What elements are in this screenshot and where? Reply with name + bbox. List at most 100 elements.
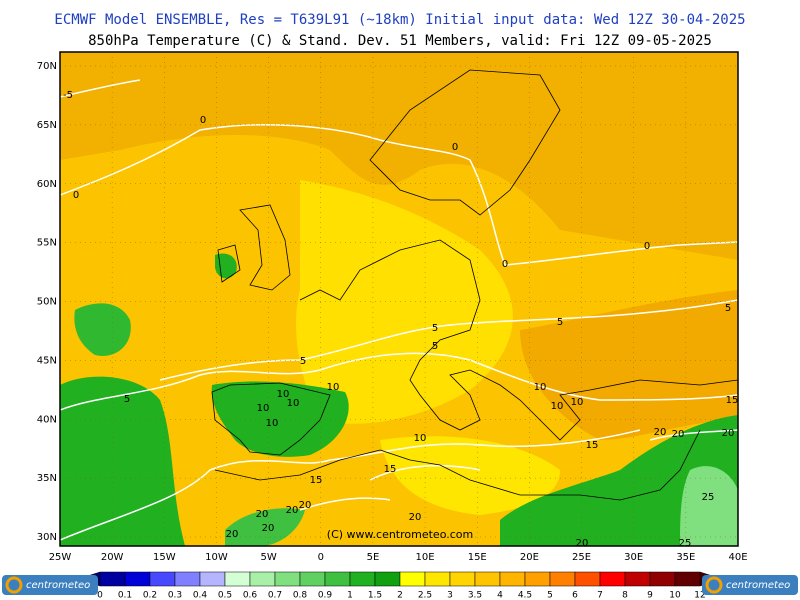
yellow-area	[296, 180, 513, 424]
colorbar-label: 9	[647, 591, 653, 600]
lon-label: 15W	[153, 552, 176, 563]
contour-label: 10	[287, 398, 300, 409]
colorbar: 0 0.1 0.2 0.3 0.4 0.5 0.6 0.7 0.8 0.9 1 1.5 2 2.5 3 3.5…	[77, 571, 723, 600]
header-line1: ECMWF Model ENSEMBLE, Res = T639L91 (~18…	[54, 12, 745, 28]
orange-area	[520, 290, 738, 440]
colorbar-box	[349, 571, 376, 587]
logo-right	[702, 575, 798, 595]
colorbar-label: 5	[547, 591, 553, 600]
lon-label: 25E	[572, 552, 591, 563]
colorbar-label: 6	[572, 591, 578, 600]
contour-line	[159, 299, 738, 381]
contour-label: 5	[557, 317, 563, 328]
lat-label: 55N	[37, 238, 57, 249]
colorbar-box	[124, 571, 151, 587]
contour-label: 10	[414, 433, 427, 444]
lat-label: 30N	[37, 532, 57, 543]
contour-label: 5	[432, 323, 438, 334]
logo-text: centrometeo	[26, 580, 90, 591]
contour-label: 20	[286, 505, 299, 516]
contour-label: 20	[262, 523, 275, 534]
colorbar-box	[99, 571, 126, 587]
coastline	[211, 69, 738, 501]
logo-icon	[5, 576, 23, 594]
colorbar-box	[174, 571, 201, 587]
lon-label: 5E	[367, 552, 380, 563]
contour-line	[60, 429, 641, 541]
contour-label: 0	[644, 241, 650, 252]
colorbar-label: 8	[622, 591, 628, 600]
lat-label: 40N	[37, 414, 57, 425]
light-green-area	[680, 466, 738, 546]
contour-label: 10	[277, 389, 290, 400]
lon-label: 15E	[468, 552, 487, 563]
colorbar-box	[449, 571, 476, 587]
contour-line	[299, 429, 738, 511]
lat-label: 70N	[37, 61, 57, 72]
colorbar-label: 0.8	[293, 591, 308, 600]
contour-label: 15	[726, 395, 739, 406]
contour-line	[60, 124, 738, 266]
colorbar-label: 0.5	[218, 591, 232, 600]
contour-label: 20	[409, 512, 422, 523]
contour-label: -5	[63, 90, 73, 101]
contour-label: 10	[327, 382, 340, 393]
contour-label: 20	[722, 428, 735, 439]
contour-label: 0	[73, 190, 79, 201]
colorbar-label: 0.6	[243, 591, 258, 600]
colorbar-box	[499, 571, 526, 587]
colorbar-label: 10	[669, 591, 681, 600]
contour-label: 10	[551, 401, 564, 412]
lon-label: 10E	[416, 552, 435, 563]
contour-label: 10	[534, 382, 547, 393]
colorbar-label: 0.7	[268, 591, 282, 600]
contour-label: 15	[384, 464, 397, 475]
contour-line	[60, 352, 738, 411]
contour-line	[60, 79, 141, 98]
lon-label: 20W	[101, 552, 124, 563]
colorbar-label: 1.5	[368, 591, 382, 600]
contour-label: 5	[300, 356, 306, 367]
contour-label: 10	[266, 418, 279, 429]
colorbar-label: 2	[397, 591, 403, 600]
colorbar-label: 2.5	[418, 591, 432, 600]
colorbar-label: 0.2	[143, 591, 157, 600]
lat-label: 45N	[37, 355, 57, 366]
colorbar-box	[474, 571, 501, 587]
colorbar-box	[199, 571, 226, 587]
logo-left	[2, 575, 98, 595]
lat-label: 65N	[37, 120, 57, 131]
colorbar-label: 7	[597, 591, 603, 600]
colorbar-label: 3.5	[468, 591, 482, 600]
logo-text: centrometeo	[726, 580, 790, 591]
colorbar-box	[549, 571, 576, 587]
lon-label: 35E	[676, 552, 695, 563]
colorbar-label: 0.4	[193, 591, 208, 600]
green-area	[74, 303, 131, 356]
colorbar-label: 4.5	[518, 591, 532, 600]
map	[60, 52, 738, 546]
contour-label: 20	[299, 500, 312, 511]
colorbar-label: 0.3	[168, 591, 182, 600]
logo-icon	[705, 576, 723, 594]
lat-label: 50N	[37, 297, 57, 308]
orange-area	[60, 52, 738, 260]
green-area	[225, 508, 305, 546]
colorbar-box	[149, 571, 176, 587]
contour-label: 15	[586, 440, 599, 451]
colorbar-box	[574, 571, 601, 587]
contour-label: 5	[432, 341, 438, 352]
colorbar-box	[674, 571, 701, 587]
colorbar-label: 0	[97, 591, 103, 600]
colorbar-box	[274, 571, 301, 587]
colorbar-label: 1	[347, 591, 353, 600]
contour-label: 15	[310, 475, 323, 486]
contour-label: 25	[679, 538, 692, 549]
lon-label: 10W	[205, 552, 228, 563]
contour-label: 20	[654, 427, 667, 438]
green-area	[500, 415, 738, 546]
lon-label: 5W	[260, 552, 276, 563]
colorbar-box	[224, 571, 251, 587]
